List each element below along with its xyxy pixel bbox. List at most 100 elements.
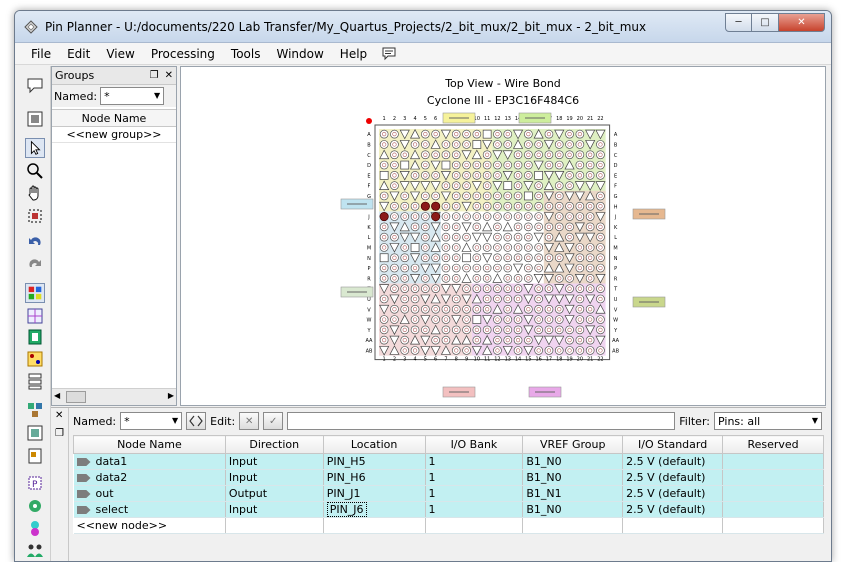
io-pin[interactable] [575,294,585,304]
power-pin[interactable] [533,274,544,284]
node-name-cell[interactable]: data1 [73,453,226,470]
io-pin[interactable] [482,181,492,191]
io-pin[interactable] [596,253,605,263]
power-pin[interactable] [585,140,596,150]
power-pin[interactable] [543,294,555,305]
io-pin[interactable] [575,346,585,355]
io-pin[interactable] [513,150,523,160]
io-pin[interactable] [596,201,605,211]
power-pin[interactable] [585,325,596,336]
io-pin[interactable] [575,170,585,180]
io-pin[interactable] [513,253,523,263]
io-pin[interactable] [596,222,605,232]
io-pin[interactable] [554,181,564,191]
io-pin[interactable] [493,170,502,180]
config-pin[interactable] [410,243,420,252]
io-pin[interactable] [513,212,523,221]
maximize-button[interactable]: □ [752,12,779,32]
power-pin[interactable] [409,181,421,191]
io-pin[interactable] [585,212,595,221]
ground-pin[interactable] [471,149,482,160]
io-pin[interactable] [503,274,513,283]
power-pin[interactable] [399,140,410,150]
io-pin[interactable] [400,243,410,252]
io-pin[interactable] [544,304,554,314]
io-pin[interactable] [534,191,543,201]
io-pin[interactable] [524,243,533,252]
people-icon[interactable] [25,541,45,561]
power-pin[interactable] [585,129,596,140]
io-pin[interactable] [503,160,513,170]
io-pin[interactable] [451,222,461,232]
io-pin[interactable] [472,335,482,345]
power-pin[interactable] [595,274,606,284]
power-pins-icon[interactable] [25,518,45,538]
io-pin[interactable] [462,284,471,293]
io-pin[interactable] [410,222,420,232]
ground-pin[interactable] [379,180,390,190]
io-pin[interactable] [390,304,399,314]
power-pin[interactable] [409,274,421,284]
io-pin[interactable] [544,315,554,324]
node-finder-button[interactable] [186,412,207,430]
io-pin[interactable] [524,150,533,160]
io-pin[interactable] [421,284,430,293]
power-pin[interactable] [420,263,431,274]
power-pin[interactable] [409,191,421,202]
power-pin[interactable] [440,171,452,181]
config-pin[interactable] [441,160,451,170]
io-pin[interactable] [524,170,533,180]
io-pin[interactable] [565,274,574,283]
config-pin[interactable] [472,315,482,324]
edit-value-input[interactable] [287,412,676,430]
restore-panel-icon[interactable]: ❐ [55,428,64,439]
assign-pins-icon[interactable] [25,423,45,443]
io-pin[interactable] [400,150,410,160]
power-pin[interactable] [471,181,482,191]
power-pin[interactable] [482,140,493,150]
io-pin[interactable] [513,201,523,211]
io-pin[interactable] [493,232,502,242]
io-pin[interactable] [410,315,420,324]
package-pins-icon[interactable]: P [25,473,45,493]
io-pin[interactable] [472,304,482,314]
io-pin[interactable] [482,150,492,160]
io-pin[interactable] [554,346,564,355]
io-pin[interactable] [462,325,471,335]
io-standard-cell[interactable]: 2.5 V (default) [622,453,724,470]
io-pin[interactable] [441,325,451,335]
config-pin[interactable] [503,181,513,191]
io-pin[interactable] [544,284,554,293]
io-pin[interactable] [410,140,420,149]
io-pin[interactable] [431,150,440,160]
ground-pin[interactable] [471,293,482,304]
io-pin[interactable] [513,243,523,252]
io-pin[interactable] [451,150,461,160]
io-pin[interactable] [400,284,410,293]
ground-pin[interactable] [585,190,596,201]
power-pin[interactable] [492,150,503,160]
power-pin[interactable] [389,243,400,253]
io-pin[interactable] [410,325,420,335]
package-view-icon[interactable] [25,109,45,129]
io-pin[interactable] [544,160,554,170]
io-pin[interactable] [390,274,399,283]
io-pin[interactable] [462,181,471,191]
power-pin[interactable] [564,294,575,305]
io-pin[interactable] [441,335,451,345]
io-pin[interactable] [390,140,399,149]
config-pin[interactable] [379,253,389,263]
power-pin[interactable] [554,335,565,346]
ground-pin[interactable] [492,304,503,314]
io-pin[interactable] [534,243,543,252]
io-pin[interactable] [451,129,461,139]
assigned-pin[interactable] [431,212,441,222]
io-pin[interactable] [513,274,523,283]
power-pin[interactable] [595,129,606,140]
io-pin[interactable] [575,243,585,252]
io-pin[interactable] [462,212,471,221]
io-pin[interactable] [482,191,492,201]
io-pin[interactable] [462,315,471,324]
io-pin[interactable] [575,325,585,335]
io-pin[interactable] [596,232,605,242]
